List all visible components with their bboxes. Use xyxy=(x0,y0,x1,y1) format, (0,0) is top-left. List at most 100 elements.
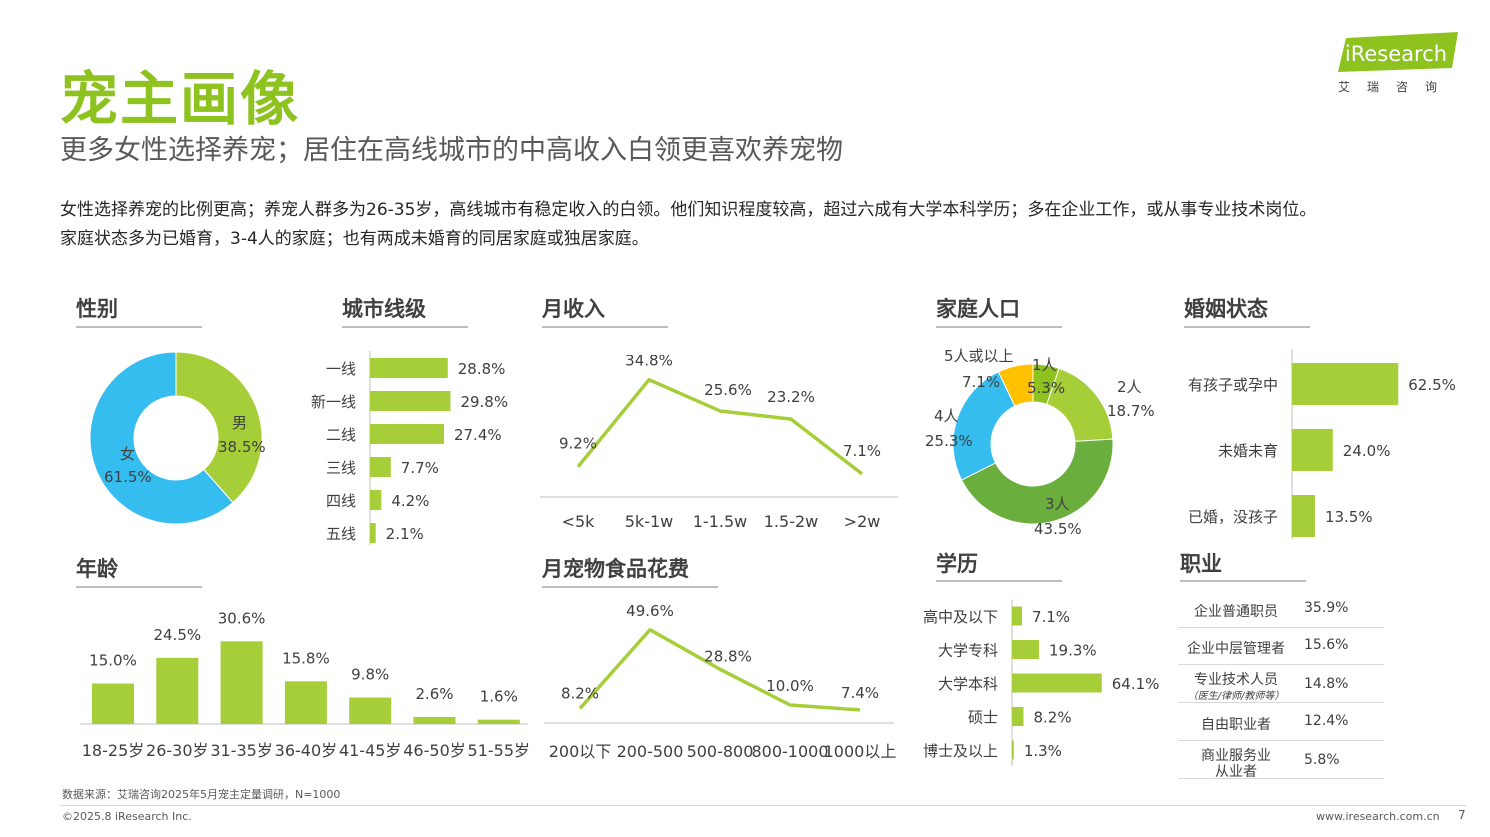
category-label: 200以下 xyxy=(549,742,612,761)
job-row: 商业服务业 从业者 5.8% xyxy=(1178,740,1384,780)
bar xyxy=(284,681,327,724)
section-city-underline xyxy=(342,326,468,328)
bar xyxy=(1012,673,1102,693)
bar xyxy=(370,490,382,510)
gender-male-value: 38.5% xyxy=(218,438,266,456)
logo-brand-text: iResearch xyxy=(1345,42,1447,66)
family-2-label: 2人 xyxy=(1117,378,1142,396)
family-4-label: 4人 xyxy=(934,407,959,425)
data-label: 7.1% xyxy=(843,442,881,460)
bar xyxy=(92,683,134,724)
category-label: 31-35岁 xyxy=(210,741,273,760)
section-gender-underline xyxy=(76,326,202,328)
data-label: 27.4% xyxy=(454,426,502,444)
family-1-label: 1人 xyxy=(1032,356,1057,374)
category-label: 1.5-2w xyxy=(764,512,818,531)
donut-slice xyxy=(960,438,1114,525)
job-note: 从业者 xyxy=(1215,764,1257,780)
category-label: 高中及以下 xyxy=(923,608,998,626)
iresearch-logo: iResearch xyxy=(1338,32,1458,72)
section-food-underline xyxy=(542,586,718,588)
bar xyxy=(1012,606,1022,626)
description: 女性选择养宠的比例更高；养宠人群多为26-35岁，高线城市有稳定收入的白领。他们… xyxy=(60,196,1460,254)
data-label: 2.1% xyxy=(386,525,424,543)
job-row: 企业中层管理者 15.6% xyxy=(1178,627,1384,665)
section-job: 职业 xyxy=(1180,552,1222,576)
job-row: 自由职业者 12.4% xyxy=(1178,702,1384,741)
data-label: 9.2% xyxy=(559,435,597,453)
bar xyxy=(1292,495,1315,537)
data-label: 10.0% xyxy=(766,677,814,695)
data-label: 29.8% xyxy=(460,393,508,411)
job-table: 企业普通职员 35.9% 企业中层管理者 15.6% 专业技术人员 （医生/律师… xyxy=(1178,592,1384,782)
bar xyxy=(1292,363,1399,405)
page-title: 宠主画像 xyxy=(60,65,301,133)
description-line-1: 女性选择养宠的比例更高；养宠人群多为26-35岁，高线城市有稳定收入的白领。他们… xyxy=(60,200,1317,220)
logo-cn-text: 艾瑞咨询 xyxy=(1338,80,1455,94)
section-food: 月宠物食品花费 xyxy=(542,557,689,581)
section-income-underline xyxy=(542,326,668,328)
section-city: 城市线级 xyxy=(342,297,426,321)
data-label: 7.4% xyxy=(841,684,879,702)
section-gender: 性别 xyxy=(76,297,118,321)
data-label: 15.0% xyxy=(89,652,137,670)
page-subtitle: 更多女性选择养宠；居住在高线城市的中高收入白领更喜欢养宠物 xyxy=(60,135,843,166)
data-label: 25.6% xyxy=(704,381,752,399)
family-3-label: 3人 xyxy=(1045,495,1070,513)
data-label: 30.6% xyxy=(218,609,266,627)
copyright: ©2025.8 iResearch Inc. xyxy=(62,810,192,823)
family-donut-chart xyxy=(952,363,1114,525)
job-value: 12.4% xyxy=(1304,713,1349,729)
data-label: 13.5% xyxy=(1325,508,1373,526)
category-label: 18-25岁 xyxy=(82,741,145,760)
edu-bar-chart: 高中及以下 7.1% 大学专科 19.3% 大学本科 64.1% 硕士 8.2% 博士及以上 1.… xyxy=(923,600,1159,766)
category-label: 36-40岁 xyxy=(275,741,338,760)
bar xyxy=(1012,740,1014,760)
bar xyxy=(370,391,451,411)
job-name: 专业技术人员 xyxy=(1194,672,1278,688)
data-label: 8.2% xyxy=(1033,709,1071,727)
job-row: 专业技术人员 （医生/律师/教师等） 14.8% xyxy=(1178,664,1384,703)
donut-slice xyxy=(89,352,234,525)
data-label: 7.7% xyxy=(401,459,439,477)
page-number: 7 xyxy=(1458,808,1466,822)
job-value: 15.6% xyxy=(1304,637,1349,653)
bar xyxy=(370,523,376,543)
data-label: 9.8% xyxy=(351,666,389,684)
data-label: 4.2% xyxy=(391,492,429,510)
data-label: 49.6% xyxy=(626,602,674,620)
category-label: 有孩子或孕中 xyxy=(1188,376,1278,394)
city-bar-chart: 一线 28.8% 新一线 29.8% 二线 27.4% 三线 7.7% 四线 4.2% 五线 2.1% xyxy=(311,351,508,545)
category-label: 5k-1w xyxy=(625,512,673,531)
category-label: 500-800 xyxy=(687,742,754,761)
food-line-chart: 8.2% 200以下 49.6% 200-500 28.8% 500-800 10.0% 80… xyxy=(544,602,896,761)
data-label: 24.0% xyxy=(1343,442,1391,460)
category-label: 1-1.5w xyxy=(693,512,747,531)
category-label: 26-30岁 xyxy=(146,741,209,760)
category-label: 一线 xyxy=(326,360,356,378)
data-label: 23.2% xyxy=(767,388,815,406)
data-label: 34.8% xyxy=(625,355,673,370)
family-4-value: 25.3% xyxy=(925,432,973,450)
job-name: 企业普通职员 xyxy=(1194,604,1278,620)
bar xyxy=(349,697,392,724)
section-edu: 学历 xyxy=(936,552,978,576)
section-age: 年龄 xyxy=(76,557,118,581)
bar xyxy=(1292,429,1333,471)
family-1-value: 5.3% xyxy=(1027,379,1066,397)
job-name: 自由职业者 xyxy=(1201,717,1271,733)
donut-slice xyxy=(997,363,1034,407)
donut-slice xyxy=(175,352,263,504)
bar xyxy=(220,641,263,724)
category-label: 大学专科 xyxy=(938,642,998,660)
footer-divider xyxy=(60,805,1466,806)
gender-female-label: 女 xyxy=(120,445,136,463)
data-label: 19.3% xyxy=(1049,642,1097,660)
data-label: 28.8% xyxy=(458,360,506,378)
category-label: 46-50岁 xyxy=(403,741,466,760)
bar xyxy=(156,657,199,724)
data-label: 62.5% xyxy=(1408,376,1456,394)
category-label: 新一线 xyxy=(311,393,356,411)
series-line xyxy=(578,628,861,712)
income-line-chart: 9.2% <5k 34.8% 5k-1w 25.6% 1-1.5w 23.2% 1.5-2w 7… xyxy=(540,355,898,531)
